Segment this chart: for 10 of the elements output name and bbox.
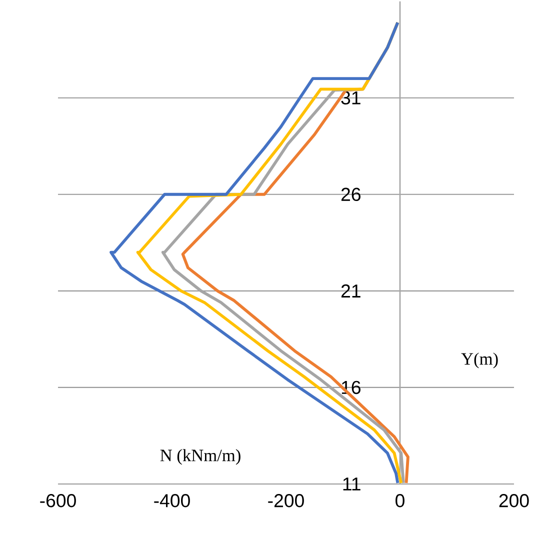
x-tick-label: 0 bbox=[396, 494, 404, 508]
x-axis-title: N (kNm/m) bbox=[160, 449, 240, 465]
y-tick-label: 26 bbox=[341, 188, 360, 202]
x-tick-label: -200 bbox=[268, 494, 304, 508]
x-tick-label: 200 bbox=[499, 494, 529, 508]
x-tick-label: -400 bbox=[154, 494, 190, 508]
y-axis-title: Y(m) bbox=[461, 352, 498, 368]
y-tick-label: 21 bbox=[341, 284, 360, 298]
y-tick-label: 11 bbox=[343, 478, 360, 491]
x-tick-label: -600 bbox=[40, 494, 76, 508]
